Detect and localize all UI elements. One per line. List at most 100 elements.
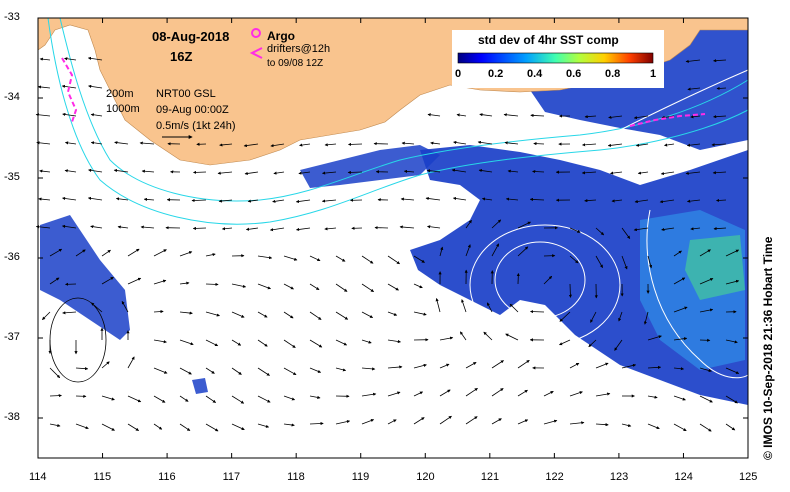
velocity-vector: [283, 367, 297, 376]
velocity-vector: [387, 255, 401, 265]
velocity-vector: [283, 255, 298, 261]
ssh-contour-layer: [469, 69, 749, 379]
velocity-vector: [62, 311, 77, 315]
velocity-vector: [153, 279, 167, 285]
velocity-vector: [413, 255, 425, 263]
velocity-vector: [309, 395, 321, 399]
velocity-vector: [413, 311, 427, 316]
velocity-vector: [321, 171, 337, 175]
drifter-track-east: [629, 113, 706, 127]
velocity-vector: [725, 423, 736, 431]
velocity-vector: [686, 199, 701, 203]
velocity-vector: [637, 171, 649, 175]
sst-patch-shelf: [300, 145, 440, 188]
lon-tick-label: 124: [674, 471, 693, 483]
velocity-vector: [37, 85, 51, 89]
velocity-vector: [321, 199, 337, 203]
velocity-vector: [699, 395, 713, 403]
velocity-vector: [127, 277, 142, 285]
velocity-vector: [687, 87, 701, 91]
velocity-vector: [217, 171, 233, 175]
velocity-vector: [90, 113, 103, 117]
velocity-vector: [660, 171, 675, 176]
velocity-vector: [231, 367, 242, 375]
velocity-vector: [451, 168, 467, 173]
velocity-vector: [673, 337, 688, 341]
sst-data-layer: [40, 25, 748, 405]
colorbar-tick-label: 0: [455, 68, 462, 80]
velocity-vector: [559, 311, 571, 322]
product-time-label: 09-Aug 00:00Z: [156, 104, 229, 116]
velocity-vector: [49, 367, 61, 379]
velocity-vector: [543, 275, 553, 285]
velocity-vector: [283, 311, 294, 319]
velocity-vector: [139, 141, 155, 145]
velocity-vector: [245, 227, 259, 231]
velocity-vector: [153, 339, 167, 344]
velocity-vector: [465, 416, 478, 425]
product-label: NRT00 GSL: [156, 88, 216, 100]
velocity-vector: [272, 199, 285, 203]
velocity-vector: [179, 339, 194, 346]
velocity-vector: [403, 169, 415, 174]
velocity-vector: [712, 171, 727, 175]
velocity-vector: [218, 199, 233, 203]
velocity-vector: [101, 249, 111, 257]
velocity-vector: [699, 278, 714, 285]
velocity-vector: [283, 283, 294, 290]
eddy-contour-central: [469, 224, 621, 346]
velocity-vector: [231, 395, 245, 404]
velocity-vector: [244, 171, 259, 176]
velocity-vector: [361, 367, 376, 371]
velocity-vector: [633, 227, 649, 232]
velocity-vector: [453, 140, 467, 145]
velocity-vector: [87, 56, 103, 61]
velocity-vector: [61, 224, 77, 229]
velocity-vector: [387, 339, 402, 344]
velocity-vector: [101, 395, 115, 401]
axis-ticks: [37, 17, 749, 458]
velocity-vector: [699, 423, 712, 432]
velocity-vector: [690, 115, 701, 119]
velocity-vector: [283, 339, 296, 348]
velocity-vector: [634, 199, 649, 204]
velocity-vector: [569, 391, 583, 397]
velocity-vector: [270, 143, 285, 148]
velocity-vector: [465, 219, 472, 229]
colorbar: [452, 30, 664, 88]
lat-tick-label: -37: [4, 331, 20, 343]
velocity-vector: [426, 225, 441, 229]
velocity-vector: [621, 255, 628, 270]
velocity-vector: [127, 395, 142, 403]
velocity-vector: [205, 311, 221, 317]
velocity-vector: [335, 311, 349, 320]
velocity-vector: [153, 249, 167, 257]
velocity-vector: [699, 249, 711, 257]
colorbar-tick-label: 0.6: [566, 68, 582, 80]
velocity-vector: [659, 199, 675, 204]
drifter-marker-icon: [249, 47, 263, 59]
velocity-vector: [532, 169, 545, 174]
colorbar-title: std dev of 4hr SST comp: [478, 33, 619, 47]
velocity-vector: [699, 308, 714, 313]
velocity-vector: [179, 395, 189, 402]
velocity-vector: [153, 395, 166, 403]
velocity-vector: [465, 244, 471, 257]
velocity-vector: [725, 367, 740, 374]
velocity-vector: [505, 197, 519, 201]
velocity-vector: [607, 143, 623, 147]
velocity-vector: [101, 276, 114, 285]
velocity-vector: [205, 423, 219, 432]
velocity-vector: [309, 339, 323, 348]
velocity-vector: [491, 243, 500, 257]
velocity-vector: [621, 363, 637, 369]
velocity-vector: [179, 311, 193, 315]
velocity-vector: [609, 171, 623, 175]
velocity-vector: [283, 395, 296, 401]
velocity-vector: [309, 283, 320, 291]
velocity-vector: [690, 227, 701, 231]
velocity-vector: [643, 311, 649, 325]
velocity-vector: [335, 367, 347, 372]
velocity-vector: [530, 113, 545, 118]
